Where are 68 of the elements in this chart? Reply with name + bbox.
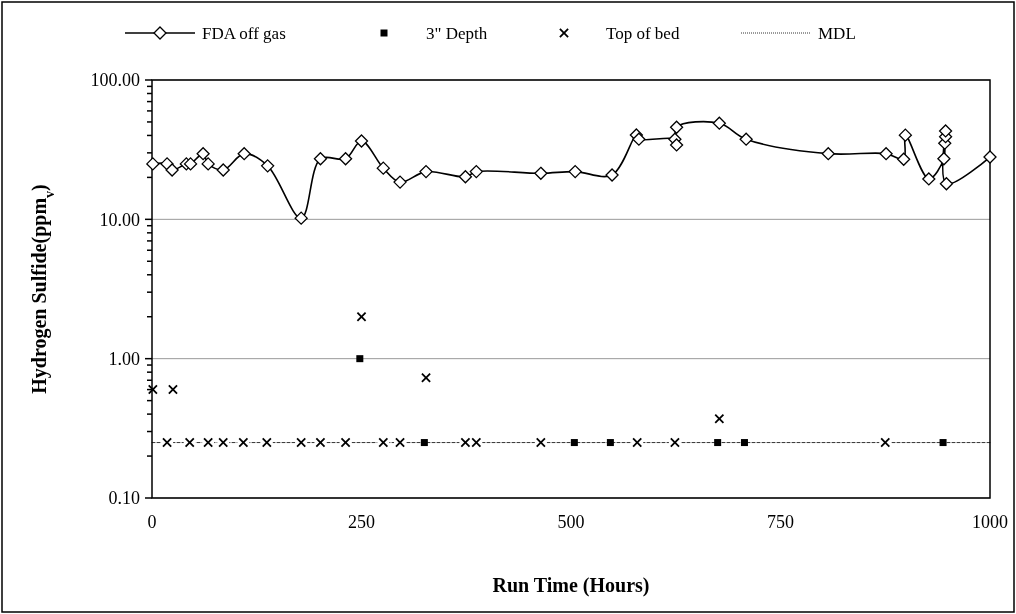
- legend-label: Top of bed: [606, 24, 680, 43]
- point: [897, 152, 911, 166]
- point: [714, 414, 725, 424]
- point: [183, 157, 198, 171]
- y-tick-label: 1.00: [108, 348, 140, 369]
- point: [632, 132, 646, 146]
- point: [536, 437, 546, 448]
- point: [393, 175, 407, 189]
- point: [570, 439, 578, 447]
- point: [315, 437, 326, 448]
- point: [879, 147, 893, 161]
- point: [354, 134, 369, 148]
- point: [458, 170, 473, 184]
- point: [262, 437, 272, 448]
- point: [218, 437, 228, 448]
- point: [356, 355, 364, 363]
- point: [146, 157, 160, 171]
- point: [632, 437, 642, 448]
- point: [821, 147, 835, 161]
- point: [606, 439, 614, 447]
- point: [238, 437, 249, 448]
- point: [922, 172, 936, 186]
- point: [420, 439, 428, 447]
- y-tick-label: 100.00: [90, 70, 140, 91]
- point: [419, 164, 433, 179]
- point: [534, 166, 548, 180]
- point: [294, 211, 308, 225]
- x-tick-label: 750: [767, 512, 794, 532]
- legend-label: MDL: [818, 24, 856, 43]
- point: [216, 163, 230, 177]
- y-tick-label: 10.00: [99, 209, 140, 230]
- point: [184, 437, 195, 448]
- point: [471, 437, 482, 448]
- y-tick-label: 0.10: [108, 488, 140, 509]
- point: [165, 163, 179, 177]
- x-axis-title: Run Time (Hours): [492, 574, 650, 597]
- point: [880, 437, 890, 448]
- point: [196, 147, 210, 161]
- point: [340, 437, 351, 448]
- point: [939, 439, 947, 447]
- point: [714, 439, 722, 447]
- x-tick-label: 250: [348, 512, 375, 532]
- point: [939, 177, 954, 191]
- point: [898, 128, 913, 142]
- point: [237, 147, 251, 161]
- point: [739, 132, 753, 146]
- point: [740, 439, 748, 447]
- point: [469, 164, 483, 179]
- point: [669, 138, 684, 152]
- point: [313, 152, 328, 166]
- legend-label: FDA off gas: [202, 24, 286, 43]
- point: [937, 152, 951, 166]
- point: [356, 311, 367, 322]
- point: [938, 124, 953, 138]
- point: [378, 437, 389, 448]
- x-tick-label: 1000: [972, 512, 1008, 532]
- point: [460, 437, 471, 448]
- point: [201, 157, 215, 171]
- point: [260, 159, 275, 173]
- point: [338, 152, 353, 166]
- point: [669, 120, 684, 134]
- point: [148, 384, 158, 395]
- x-tick-label: 0: [147, 512, 157, 532]
- legend-label: 3" Depth: [426, 24, 488, 43]
- point: [376, 161, 390, 175]
- point: [568, 164, 582, 179]
- x-tick-label: 500: [557, 512, 585, 532]
- point: [712, 116, 726, 130]
